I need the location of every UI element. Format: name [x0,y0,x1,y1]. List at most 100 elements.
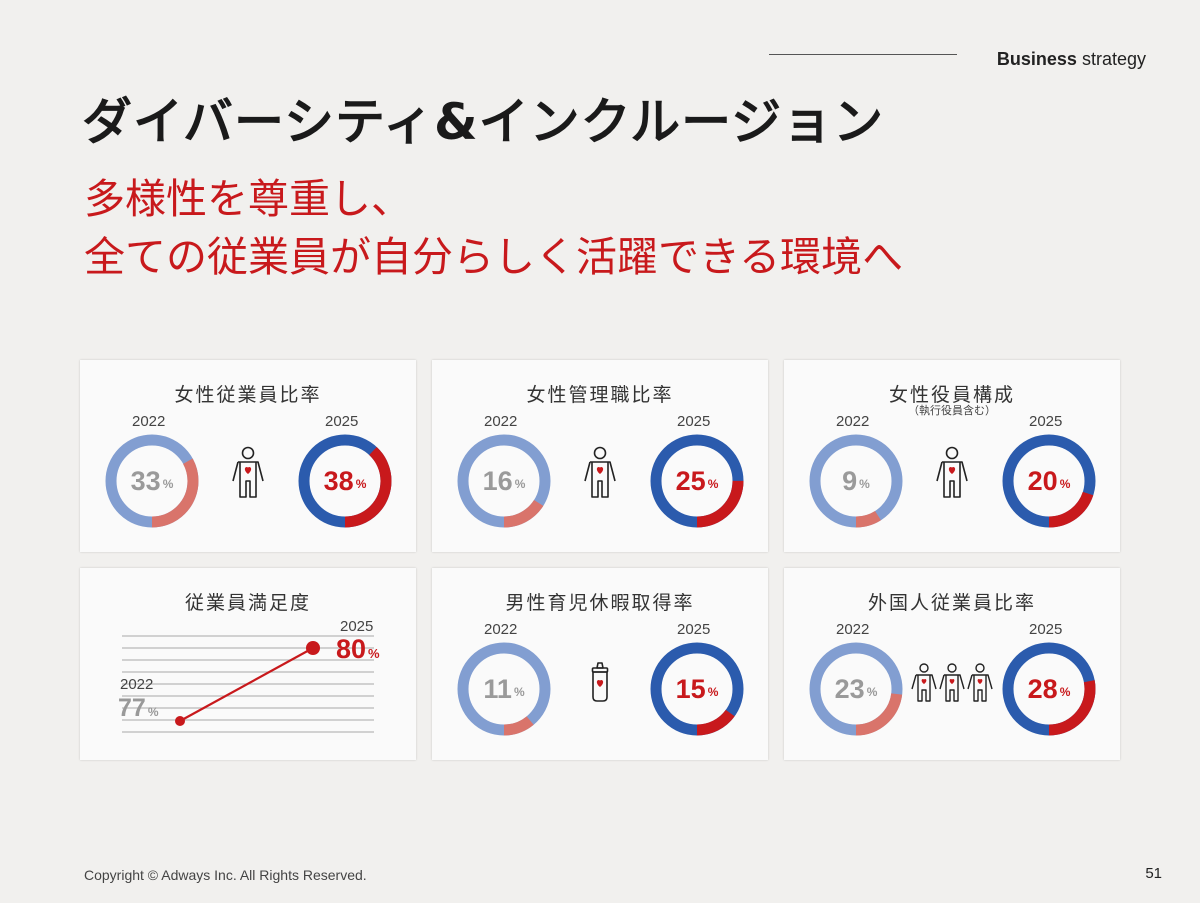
satisfaction-series-line [179,647,314,722]
subtitle-line-1: 多様性を尊重し、 [84,175,412,223]
year-label-2022: 2022 [484,621,518,638]
donut-value-label: 15% [649,641,745,737]
page-subtitle: 多様性を尊重し、 全ての従業員が自分らしく活躍できる環境へ [84,170,903,286]
donut-svg [105,434,199,528]
card-title: 従業員満足度 [184,592,311,614]
donut-slice-2022 [105,434,199,528]
page-number: 51 [1145,865,1162,882]
donut-value-number: 15 [675,673,706,704]
data-label-value: 80 [336,634,367,664]
donut-value-unit: % [514,477,526,491]
donut-value-unit: % [1059,477,1071,491]
x-label-2022: 2022 [120,676,154,693]
donut-value-label: 28% [1001,641,1097,737]
donut-value-label: 25% [649,433,745,529]
donut-slice-2022 [809,642,903,736]
donut-slice-2025 [298,434,392,528]
donut-slice-2022 [457,642,551,736]
section-label: Business strategy [997,49,1146,70]
card-title: 外国人従業員比率 [867,592,1036,614]
year-label-2022: 2022 [132,413,166,430]
donut-slice-2025 [650,642,744,736]
donut-svg [1002,642,1096,736]
donut-value-label: 11% [456,641,552,737]
year-label-2025: 2025 [1029,413,1063,430]
data-label-value: 77 [118,694,146,722]
donut-2025: 15% [649,641,745,737]
donut-svg [809,434,903,528]
donut-value-number: 28 [1027,673,1058,704]
donut-value-number: 33 [130,465,161,496]
donut-value-label: 20% [1001,433,1097,529]
donut-2022: 16% [456,433,552,529]
satisfaction-line-chart [122,635,374,733]
donut-2022: 11% [456,641,552,737]
card-female-employee-ratio: 女性従業員比率 2022 2025 33% 38% [80,360,416,552]
donut-value-unit: % [859,477,870,491]
card-note: （執行役員含む） [908,404,996,417]
subtitle-line-2: 全ての従業員が自分らしく活躍できる環境へ [84,233,904,281]
header-rule [769,54,957,55]
donut-slice-2022 [809,434,903,528]
data-label-unit: % [368,646,380,661]
year-label-2022: 2022 [836,621,870,638]
card-male-parental-leave: 男性育児休暇取得率 2022 2025 11% 15% [432,568,768,760]
donut-value-number: 23 [834,673,865,704]
donut-value-unit: % [513,685,525,699]
donut-value-number: 20 [1027,465,1058,496]
donut-value-number: 25 [675,465,706,496]
year-label-2025: 2025 [677,621,711,638]
donut-value-unit: % [355,477,367,491]
baby-bottle-icon [591,662,609,702]
card-title: 女性従業員比率 [174,384,322,406]
section-label-bold: Business [996,49,1077,69]
section-label-rest: strategy [1081,49,1146,69]
copyright: Copyright © Adways Inc. All Rights Reser… [84,867,367,883]
year-label-2022: 2022 [484,413,518,430]
card-title: 女性管理職比率 [526,384,674,406]
card-female-executive-ratio: 女性役員構成 （執行役員含む） 2022 2025 9% 20% [784,360,1120,552]
donut-value-label: 16% [456,433,552,529]
donut-svg [650,642,744,736]
donut-slice-2025 [1002,434,1096,528]
donut-2022: 9% [808,433,904,529]
donut-slice-2022 [457,434,551,528]
donut-value-unit: % [707,477,719,491]
donut-value-unit: % [1059,685,1071,699]
card-female-manager-ratio: 女性管理職比率 2022 2025 16% 25% [432,360,768,552]
person-heart-icon [232,446,264,498]
card-employee-satisfaction: 従業員満足度 2022 77% 2025 80% [80,568,416,760]
card-title: 女性役員構成 [888,384,1015,406]
year-label-2025: 2025 [677,413,711,430]
donut-2025: 25% [649,433,745,529]
donut-slice-2025 [650,434,744,528]
person-heart-icon [936,446,968,498]
donut-2025: 28% [1001,641,1097,737]
year-label-2025: 2025 [325,413,359,430]
year-label-2022: 2022 [836,413,870,430]
donut-value-number: 16 [482,465,513,496]
donut-svg [298,434,392,528]
year-label-2025: 2025 [1029,621,1063,638]
donut-2022: 33% [104,433,200,529]
donut-value-number: 9 [842,465,858,496]
donut-value-number: 11 [483,673,512,704]
donut-value-label: 38% [297,433,393,529]
donut-svg [650,434,744,528]
donut-svg [457,642,551,736]
x-label-2025: 2025 [340,618,374,635]
page-title: ダイバーシティ&インクルージョン [82,93,885,151]
person-heart-icon [584,446,616,498]
data-label-2022: 77% [118,694,158,723]
donut-svg [457,434,551,528]
donut-value-label: 33% [104,433,200,529]
donut-value-unit: % [866,685,878,699]
donut-svg [1002,434,1096,528]
donut-2025: 38% [297,433,393,529]
data-point-2025 [306,641,320,655]
three-people-icon [911,663,993,702]
donut-value-number: 38 [323,465,354,496]
donut-svg [809,642,903,736]
donut-2022: 23% [808,641,904,737]
data-label-2025: 80% [336,634,380,665]
